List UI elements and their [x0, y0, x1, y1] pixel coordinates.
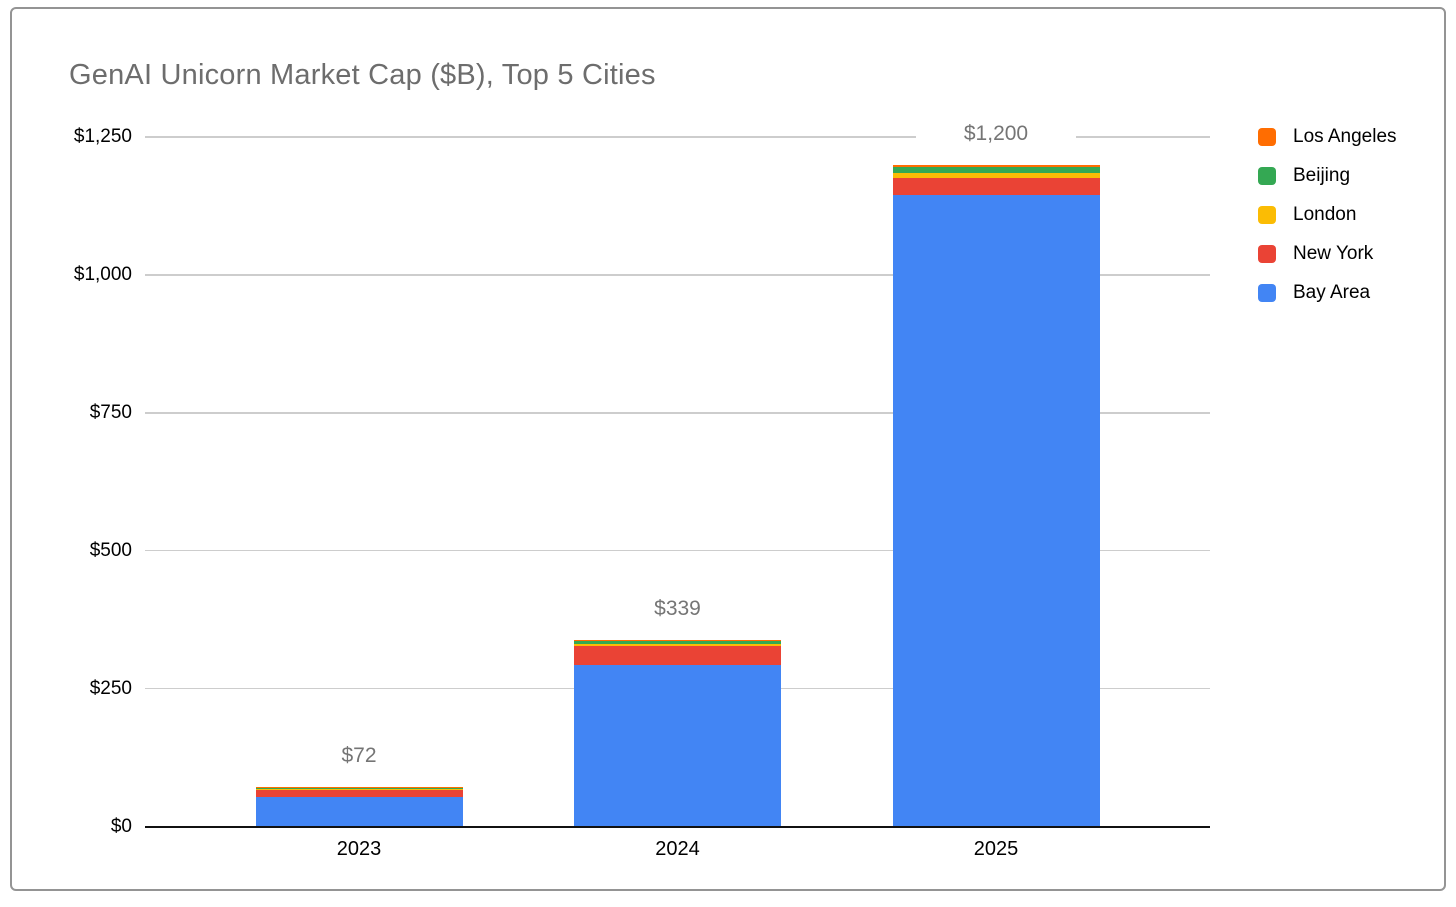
gridline	[145, 136, 1210, 138]
x-tick-label: 2024	[655, 838, 700, 860]
bar-segment-beijing-2025[interactable]	[892, 166, 1100, 174]
chart-title: GenAI Unicorn Market Cap ($B), Top 5 Cit…	[69, 59, 656, 91]
legend-swatch-icon	[1258, 206, 1276, 224]
y-tick-label: $750	[89, 401, 132, 423]
bar-segment-bay-area-2023[interactable]	[255, 797, 463, 827]
legend-label: London	[1293, 204, 1357, 225]
legend-label: New York	[1293, 243, 1374, 264]
legend-swatch-icon	[1258, 284, 1276, 302]
y-tick-label: $0	[110, 815, 132, 837]
bar-segment-new-york-2023[interactable]	[255, 789, 463, 798]
chart-card: GenAI Unicorn Market Cap ($B), Top 5 Cit…	[10, 7, 1446, 891]
bar-segment-new-york-2024[interactable]	[574, 646, 781, 665]
legend-swatch-icon	[1258, 245, 1276, 263]
gridline	[145, 274, 1210, 276]
bar-segment-beijing-2023[interactable]	[255, 787, 463, 789]
legend-swatch-icon	[1258, 128, 1276, 146]
x-tick-label: 2025	[973, 838, 1019, 860]
bar-segment-london-2025[interactable]	[892, 173, 1100, 179]
bar-segment-bay-area-2025[interactable]	[892, 194, 1100, 827]
legend-item-new-york[interactable]: New York	[1258, 242, 1373, 266]
y-tick-label: $250	[89, 677, 132, 699]
bar-segment-los-angeles-2023[interactable]	[255, 786, 463, 788]
bar-segment-beijing-2024[interactable]	[574, 640, 781, 644]
legend-swatch-icon	[1258, 167, 1276, 185]
legend-label: Beijing	[1293, 165, 1351, 186]
bar-total-label: $339	[597, 596, 758, 621]
gridline	[145, 412, 1210, 414]
legend-item-london[interactable]: London	[1258, 203, 1356, 227]
bar-segment-los-angeles-2024[interactable]	[574, 639, 781, 641]
y-tick-label: $1,000	[73, 263, 132, 285]
x-tick-label: 2023	[336, 838, 382, 860]
gridline	[145, 549, 1210, 552]
bar-total-label: $1,200	[916, 121, 1076, 146]
legend-item-beijing[interactable]: Beijing	[1258, 164, 1350, 188]
bar-segment-new-york-2025[interactable]	[892, 178, 1100, 195]
legend-label: Los Angeles	[1293, 126, 1397, 147]
x-axis-line	[145, 825, 1210, 828]
bar-segment-bay-area-2024[interactable]	[574, 664, 781, 827]
legend-item-los-angeles[interactable]: Los Angeles	[1258, 125, 1397, 149]
legend-label: Bay Area	[1293, 282, 1371, 303]
plot-area: $0 $250 $500 $750 $1,000 $1,250 $72 2023 $339 202…	[12, 9, 1444, 889]
legend-item-bay-area[interactable]: Bay Area	[1258, 281, 1370, 305]
y-tick-label: $500	[89, 539, 132, 561]
bar-segment-los-angeles-2025[interactable]	[892, 164, 1100, 167]
bar-segment-london-2024[interactable]	[574, 643, 781, 647]
bar-segment-london-2023[interactable]	[255, 788, 463, 790]
y-tick-label: $1,250	[73, 126, 132, 147]
bar-total-label: $72	[279, 743, 439, 768]
